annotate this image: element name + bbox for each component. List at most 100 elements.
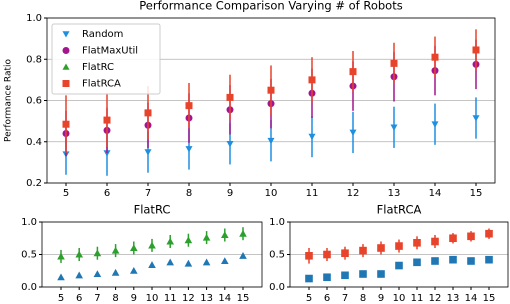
marker — [349, 68, 357, 76]
legend-entry: Random — [62, 29, 123, 40]
series — [57, 227, 247, 263]
x-tick-label: 14 — [218, 293, 231, 304]
marker — [467, 257, 475, 265]
marker — [57, 273, 65, 281]
y-axis-label: Performance Ratio — [4, 59, 14, 142]
marker — [185, 102, 193, 110]
marker — [308, 133, 316, 141]
x-tick-label: 14 — [465, 293, 478, 304]
marker — [449, 234, 457, 243]
x-tick-label: 8 — [112, 293, 118, 304]
x-tick-label: 12 — [182, 293, 195, 304]
marker — [267, 137, 275, 145]
marker — [239, 252, 247, 259]
marker — [431, 53, 439, 61]
x-tick-label: 6 — [76, 293, 82, 304]
marker — [93, 270, 102, 278]
x-tick-label: 12 — [347, 188, 360, 199]
marker — [130, 244, 138, 252]
y-tick-label: 0.0 — [21, 282, 37, 293]
marker — [226, 141, 234, 148]
x-tick-label: 9 — [131, 293, 137, 304]
x-tick-label: 10 — [265, 188, 278, 199]
x-tick-label: 14 — [429, 188, 442, 199]
marker — [93, 249, 102, 257]
marker — [62, 63, 70, 70]
x-tick-label: 7 — [342, 293, 348, 304]
marker — [323, 273, 331, 282]
marker — [144, 109, 152, 117]
marker — [377, 270, 385, 278]
x-tick-label: 8 — [360, 293, 366, 304]
marker — [359, 270, 367, 278]
legend-label: FlatRC — [82, 62, 114, 73]
series — [57, 252, 247, 281]
marker — [202, 233, 211, 241]
marker — [144, 149, 152, 156]
x-tick-label: 11 — [164, 293, 177, 304]
marker — [103, 150, 111, 157]
series — [305, 255, 493, 283]
legend-entry: FlatRC — [62, 62, 114, 73]
x-tick-label: 10 — [146, 293, 159, 304]
marker — [62, 120, 70, 128]
marker — [62, 47, 70, 54]
plot-frame — [46, 17, 496, 184]
legend-label: Random — [82, 29, 123, 40]
marker — [111, 246, 120, 254]
x-tick-label: 5 — [63, 188, 69, 199]
legend-label: FlatMaxUtil — [82, 46, 138, 57]
x-tick-label: 8 — [186, 188, 192, 199]
x-tick-label: 13 — [200, 293, 213, 304]
marker — [431, 121, 439, 128]
plot-frame — [289, 221, 509, 288]
marker — [75, 271, 83, 279]
x-tick-label: 7 — [94, 293, 100, 304]
x-tick-label: 6 — [104, 188, 110, 199]
x-tick-label: 9 — [227, 188, 233, 199]
marker — [166, 258, 174, 266]
x-tick-label: 11 — [411, 293, 424, 304]
marker — [395, 261, 403, 270]
x-tick-label: 10 — [393, 293, 406, 304]
x-tick-label: 15 — [483, 293, 496, 304]
marker — [413, 258, 421, 267]
y-tick-label: 0.8 — [26, 54, 42, 65]
marker — [472, 46, 480, 54]
x-tick-label: 5 — [306, 293, 312, 304]
y-tick-label: 0.4 — [26, 137, 42, 148]
marker — [359, 246, 367, 255]
chart-title: Performance Comparison Varying # of Robo… — [139, 0, 402, 13]
legend-box — [51, 23, 161, 95]
marker — [390, 59, 398, 67]
plot-frame — [41, 221, 263, 288]
marker — [390, 124, 398, 131]
y-tick-label: 0.6 — [26, 96, 42, 107]
marker — [111, 268, 120, 276]
marker — [130, 266, 138, 274]
x-tick-label: 15 — [470, 188, 483, 199]
marker — [377, 244, 385, 252]
marker — [62, 31, 70, 38]
x-tick-label: 6 — [324, 293, 330, 304]
marker — [431, 237, 439, 246]
marker — [103, 116, 111, 124]
marker — [485, 229, 493, 238]
marker — [467, 232, 475, 241]
series — [305, 228, 493, 264]
marker — [221, 231, 229, 239]
marker — [184, 259, 193, 267]
chart-title: FlatRCA — [377, 203, 422, 217]
marker — [185, 146, 193, 153]
legend-label: FlatRCA — [82, 79, 121, 90]
x-tick-label: 9 — [378, 293, 384, 304]
x-tick-label: 11 — [306, 188, 319, 199]
marker — [75, 250, 83, 258]
x-tick-label: 15 — [237, 293, 250, 304]
y-tick-label: 1.0 — [21, 217, 37, 228]
x-tick-label: 13 — [388, 188, 401, 199]
marker — [184, 236, 193, 244]
marker — [349, 129, 357, 136]
